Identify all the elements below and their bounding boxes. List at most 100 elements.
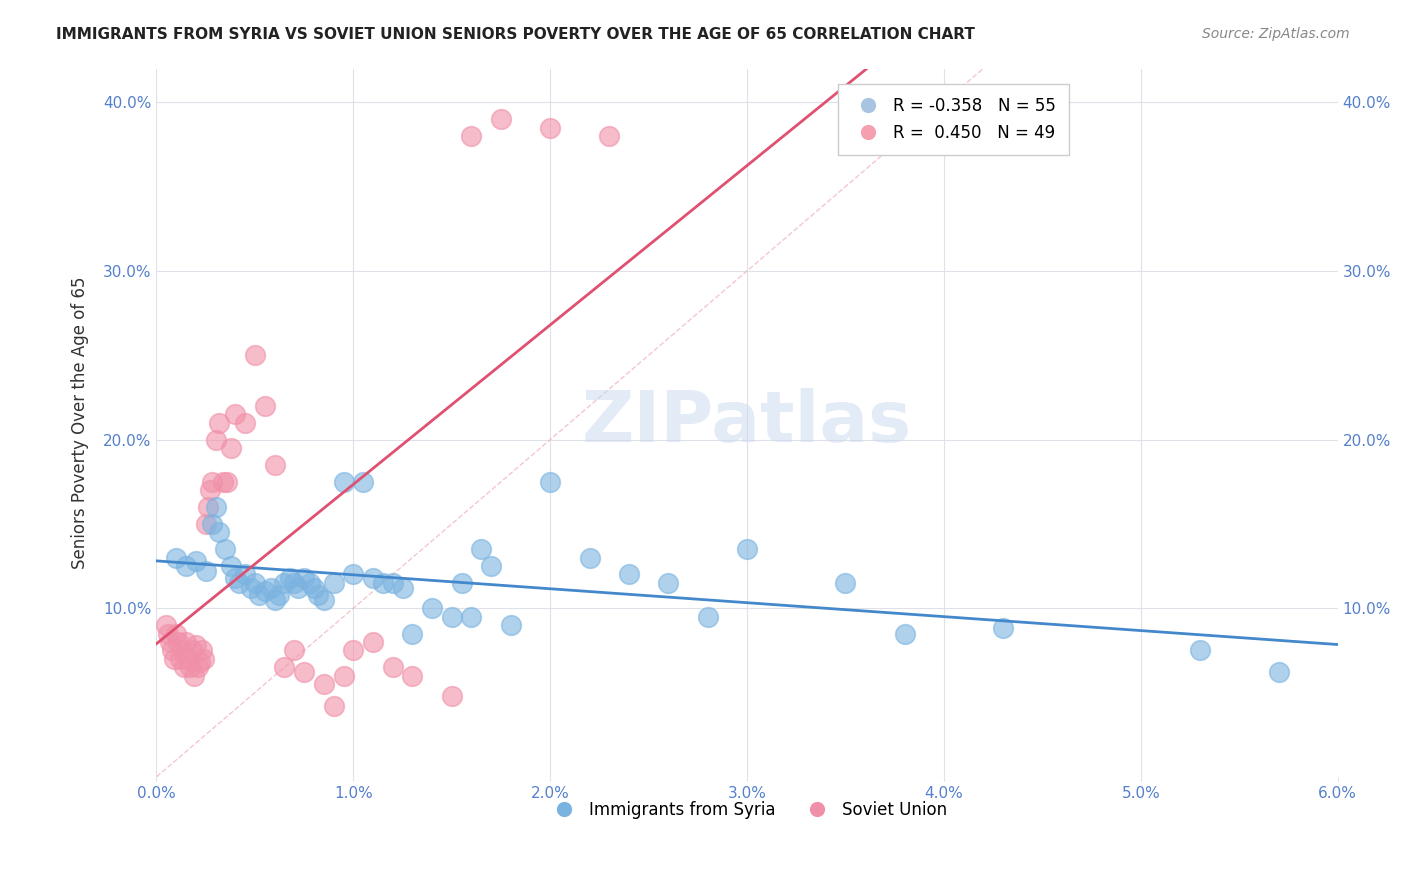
Point [165,626,187,640]
Point [208,525,231,540]
Point [165,550,187,565]
Point [191,643,214,657]
Point [450,575,472,590]
Point [212,475,235,489]
Point [260,581,283,595]
Point [159,635,181,649]
Point [194,516,217,531]
Point [253,399,276,413]
Point [352,475,374,489]
Point [217,475,239,489]
Point [361,635,384,649]
Point [578,550,600,565]
Point [283,575,305,590]
Point [401,668,423,682]
Point [371,575,394,590]
Point [696,609,718,624]
Point [312,592,335,607]
Point [194,564,217,578]
Point [538,475,561,489]
Point [169,652,191,666]
Point [991,622,1014,636]
Point [179,660,201,674]
Point [173,660,195,674]
Point [163,652,186,666]
Point [273,660,295,674]
Point [174,559,197,574]
Point [440,609,463,624]
Point [243,348,266,362]
Point [233,416,256,430]
Point [184,638,207,652]
Point [332,475,354,489]
Point [224,407,246,421]
Point [181,643,204,657]
Point [302,581,325,595]
Point [162,643,184,657]
Point [1267,665,1289,680]
Point [287,581,309,595]
Point [735,542,758,557]
Point [361,571,384,585]
Point [292,665,315,680]
Point [322,575,344,590]
Point [381,575,404,590]
Point [470,542,492,557]
Point [243,575,266,590]
Y-axis label: Seniors Poverty Over the Age of 65: Seniors Poverty Over the Age of 65 [72,277,89,569]
Text: Source: ZipAtlas.com: Source: ZipAtlas.com [1202,27,1350,41]
Point [201,475,224,489]
Point [167,635,190,649]
Point [267,588,290,602]
Point [280,571,302,585]
Point [499,618,522,632]
Point [460,128,482,143]
Point [188,655,211,669]
Point [420,601,443,615]
Point [155,618,177,632]
Point [224,571,246,585]
Point [312,677,335,691]
Point [460,609,482,624]
Point [233,567,256,582]
Point [332,668,354,682]
Point [307,588,329,602]
Point [273,575,295,590]
Point [479,559,502,574]
Point [263,458,285,472]
Point [204,500,226,514]
Point [598,128,620,143]
Point [228,575,250,590]
Point [538,120,561,135]
Point [174,635,197,649]
Point [322,699,344,714]
Point [240,581,263,595]
Point [157,626,180,640]
Point [198,483,221,498]
Point [342,643,364,657]
Point [214,542,236,557]
Point [292,571,315,585]
Point [381,660,404,674]
Point [1188,643,1211,657]
Point [299,575,322,590]
Point [177,652,200,666]
Point [253,584,276,599]
Text: IMMIGRANTS FROM SYRIA VS SOVIET UNION SENIORS POVERTY OVER THE AGE OF 65 CORRELA: IMMIGRANTS FROM SYRIA VS SOVIET UNION SE… [56,27,976,42]
Point [183,668,205,682]
Point [401,626,423,640]
Point [834,575,856,590]
Point [893,626,915,640]
Point [172,643,194,657]
Point [197,500,219,514]
Point [263,592,285,607]
Point [221,559,243,574]
Point [184,554,207,568]
Point [221,441,243,455]
Point [187,660,209,674]
Point [208,416,231,430]
Point [391,581,413,595]
Point [440,689,463,703]
Point [489,112,512,127]
Point [342,567,364,582]
